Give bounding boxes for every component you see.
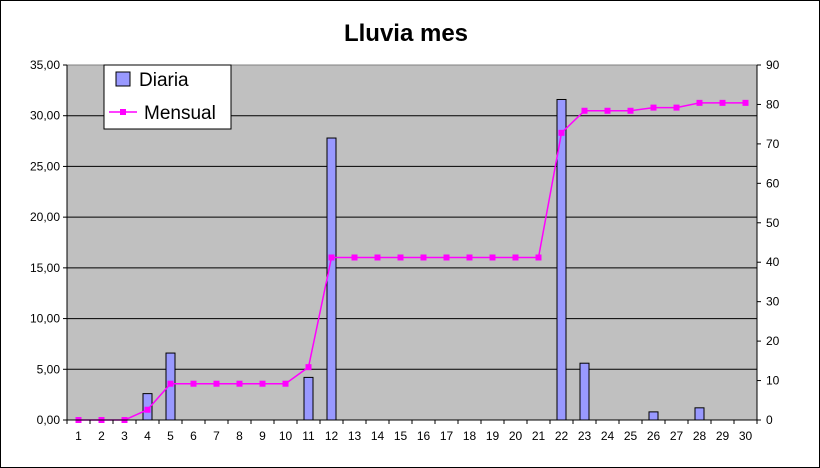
x-tick-label: 26 (647, 429, 661, 443)
y-right-tick-label: 90 (766, 58, 780, 72)
y-left-tick-label: 10,00 (30, 312, 60, 326)
x-tick-label: 11 (302, 429, 315, 443)
marker-mensual (167, 380, 174, 387)
marker-mensual (604, 107, 611, 114)
marker-mensual (213, 380, 220, 387)
y-right-tick-label: 50 (766, 216, 780, 230)
x-tick-label: 9 (259, 429, 266, 443)
y-left-tick-label: 5,00 (37, 362, 61, 376)
marker-mensual (627, 107, 634, 114)
y-left-tick-label: 15,00 (30, 261, 60, 275)
x-tick-label: 29 (716, 429, 730, 443)
chart-title: Lluvia mes (344, 20, 468, 47)
y-right-tick-label: 40 (766, 255, 780, 269)
x-tick-label: 19 (486, 429, 500, 443)
marker-mensual (489, 254, 496, 261)
marker-mensual (650, 104, 657, 111)
marker-mensual (443, 254, 450, 261)
x-tick-label: 24 (601, 429, 615, 443)
x-tick-label: 5 (167, 429, 174, 443)
x-tick-label: 14 (371, 429, 385, 443)
x-tick-label: 17 (440, 429, 454, 443)
bar-diaria (303, 376, 314, 421)
marker-mensual (466, 254, 473, 261)
legend-label-mensual: Mensual (144, 103, 216, 124)
x-tick-label: 15 (394, 429, 408, 443)
y-right-tick-label: 80 (766, 97, 780, 111)
marker-mensual (259, 380, 266, 387)
bar-diaria (326, 137, 337, 421)
marker-mensual (236, 380, 243, 387)
marker-mensual (328, 254, 335, 261)
x-tick-label: 18 (463, 429, 477, 443)
bar-diaria (648, 411, 659, 421)
marker-mensual (719, 99, 726, 106)
y-right-tick-label: 20 (766, 334, 780, 348)
y-right-tick-label: 10 (766, 374, 780, 388)
marker-mensual (558, 129, 565, 136)
marker-mensual (512, 254, 519, 261)
legend-swatch-diaria (115, 71, 131, 87)
y-left-tick-label: 35,00 (30, 58, 60, 72)
x-tick-label: 8 (236, 429, 243, 443)
marker-mensual (144, 406, 151, 413)
x-tick-label: 1 (75, 429, 82, 443)
marker-mensual (374, 254, 381, 261)
marker-mensual (673, 104, 680, 111)
marker-mensual (581, 107, 588, 114)
x-tick-label: 13 (348, 429, 362, 443)
y-left-tick-label: 25,00 (30, 159, 60, 173)
x-tick-label: 12 (325, 429, 339, 443)
x-tick-label: 6 (190, 429, 197, 443)
marker-mensual (535, 254, 542, 261)
y-right-tick-label: 0 (766, 413, 773, 427)
marker-mensual (397, 254, 404, 261)
x-tick-label: 25 (624, 429, 638, 443)
x-tick-label: 28 (693, 429, 707, 443)
marker-mensual (282, 380, 289, 387)
marker-mensual (420, 254, 427, 261)
x-tick-label: 30 (739, 429, 753, 443)
bar-diaria (694, 407, 705, 421)
x-tick-label: 10 (279, 429, 293, 443)
x-tick-label: 2 (98, 429, 105, 443)
x-tick-label: 23 (578, 429, 592, 443)
y-left-tick-label: 0,00 (37, 413, 61, 427)
line-mensual-path (78, 102, 746, 421)
marker-mensual (696, 99, 703, 106)
x-tick-label: 3 (121, 429, 128, 443)
marker-mensual (190, 380, 197, 387)
y-left-tick-label: 20,00 (30, 210, 60, 224)
x-tick-label: 7 (213, 429, 220, 443)
x-tick-label: 27 (670, 429, 684, 443)
y-right-tick-label: 30 (766, 295, 780, 309)
x-tick-label: 4 (144, 429, 151, 443)
bar-diaria (579, 362, 590, 421)
marker-mensual (305, 364, 312, 371)
x-tick-label: 22 (555, 429, 569, 443)
x-tick-label: 16 (417, 429, 431, 443)
y-right-tick-label: 60 (766, 176, 780, 190)
x-tick-label: 21 (532, 429, 546, 443)
y-left-tick-label: 30,00 (30, 109, 60, 123)
legend: Diaria Mensual (103, 64, 232, 130)
y-right-tick-label: 70 (766, 137, 780, 151)
legend-marker-mensual (120, 109, 126, 115)
legend-label-diaria: Diaria (139, 70, 189, 91)
marker-mensual (351, 254, 358, 261)
x-tick-label: 20 (509, 429, 523, 443)
axes: 0,00 5,00 10,00 15,00 20,00 25,00 30,00 35,00 0 1… (30, 58, 780, 443)
marker-mensual (742, 99, 749, 106)
